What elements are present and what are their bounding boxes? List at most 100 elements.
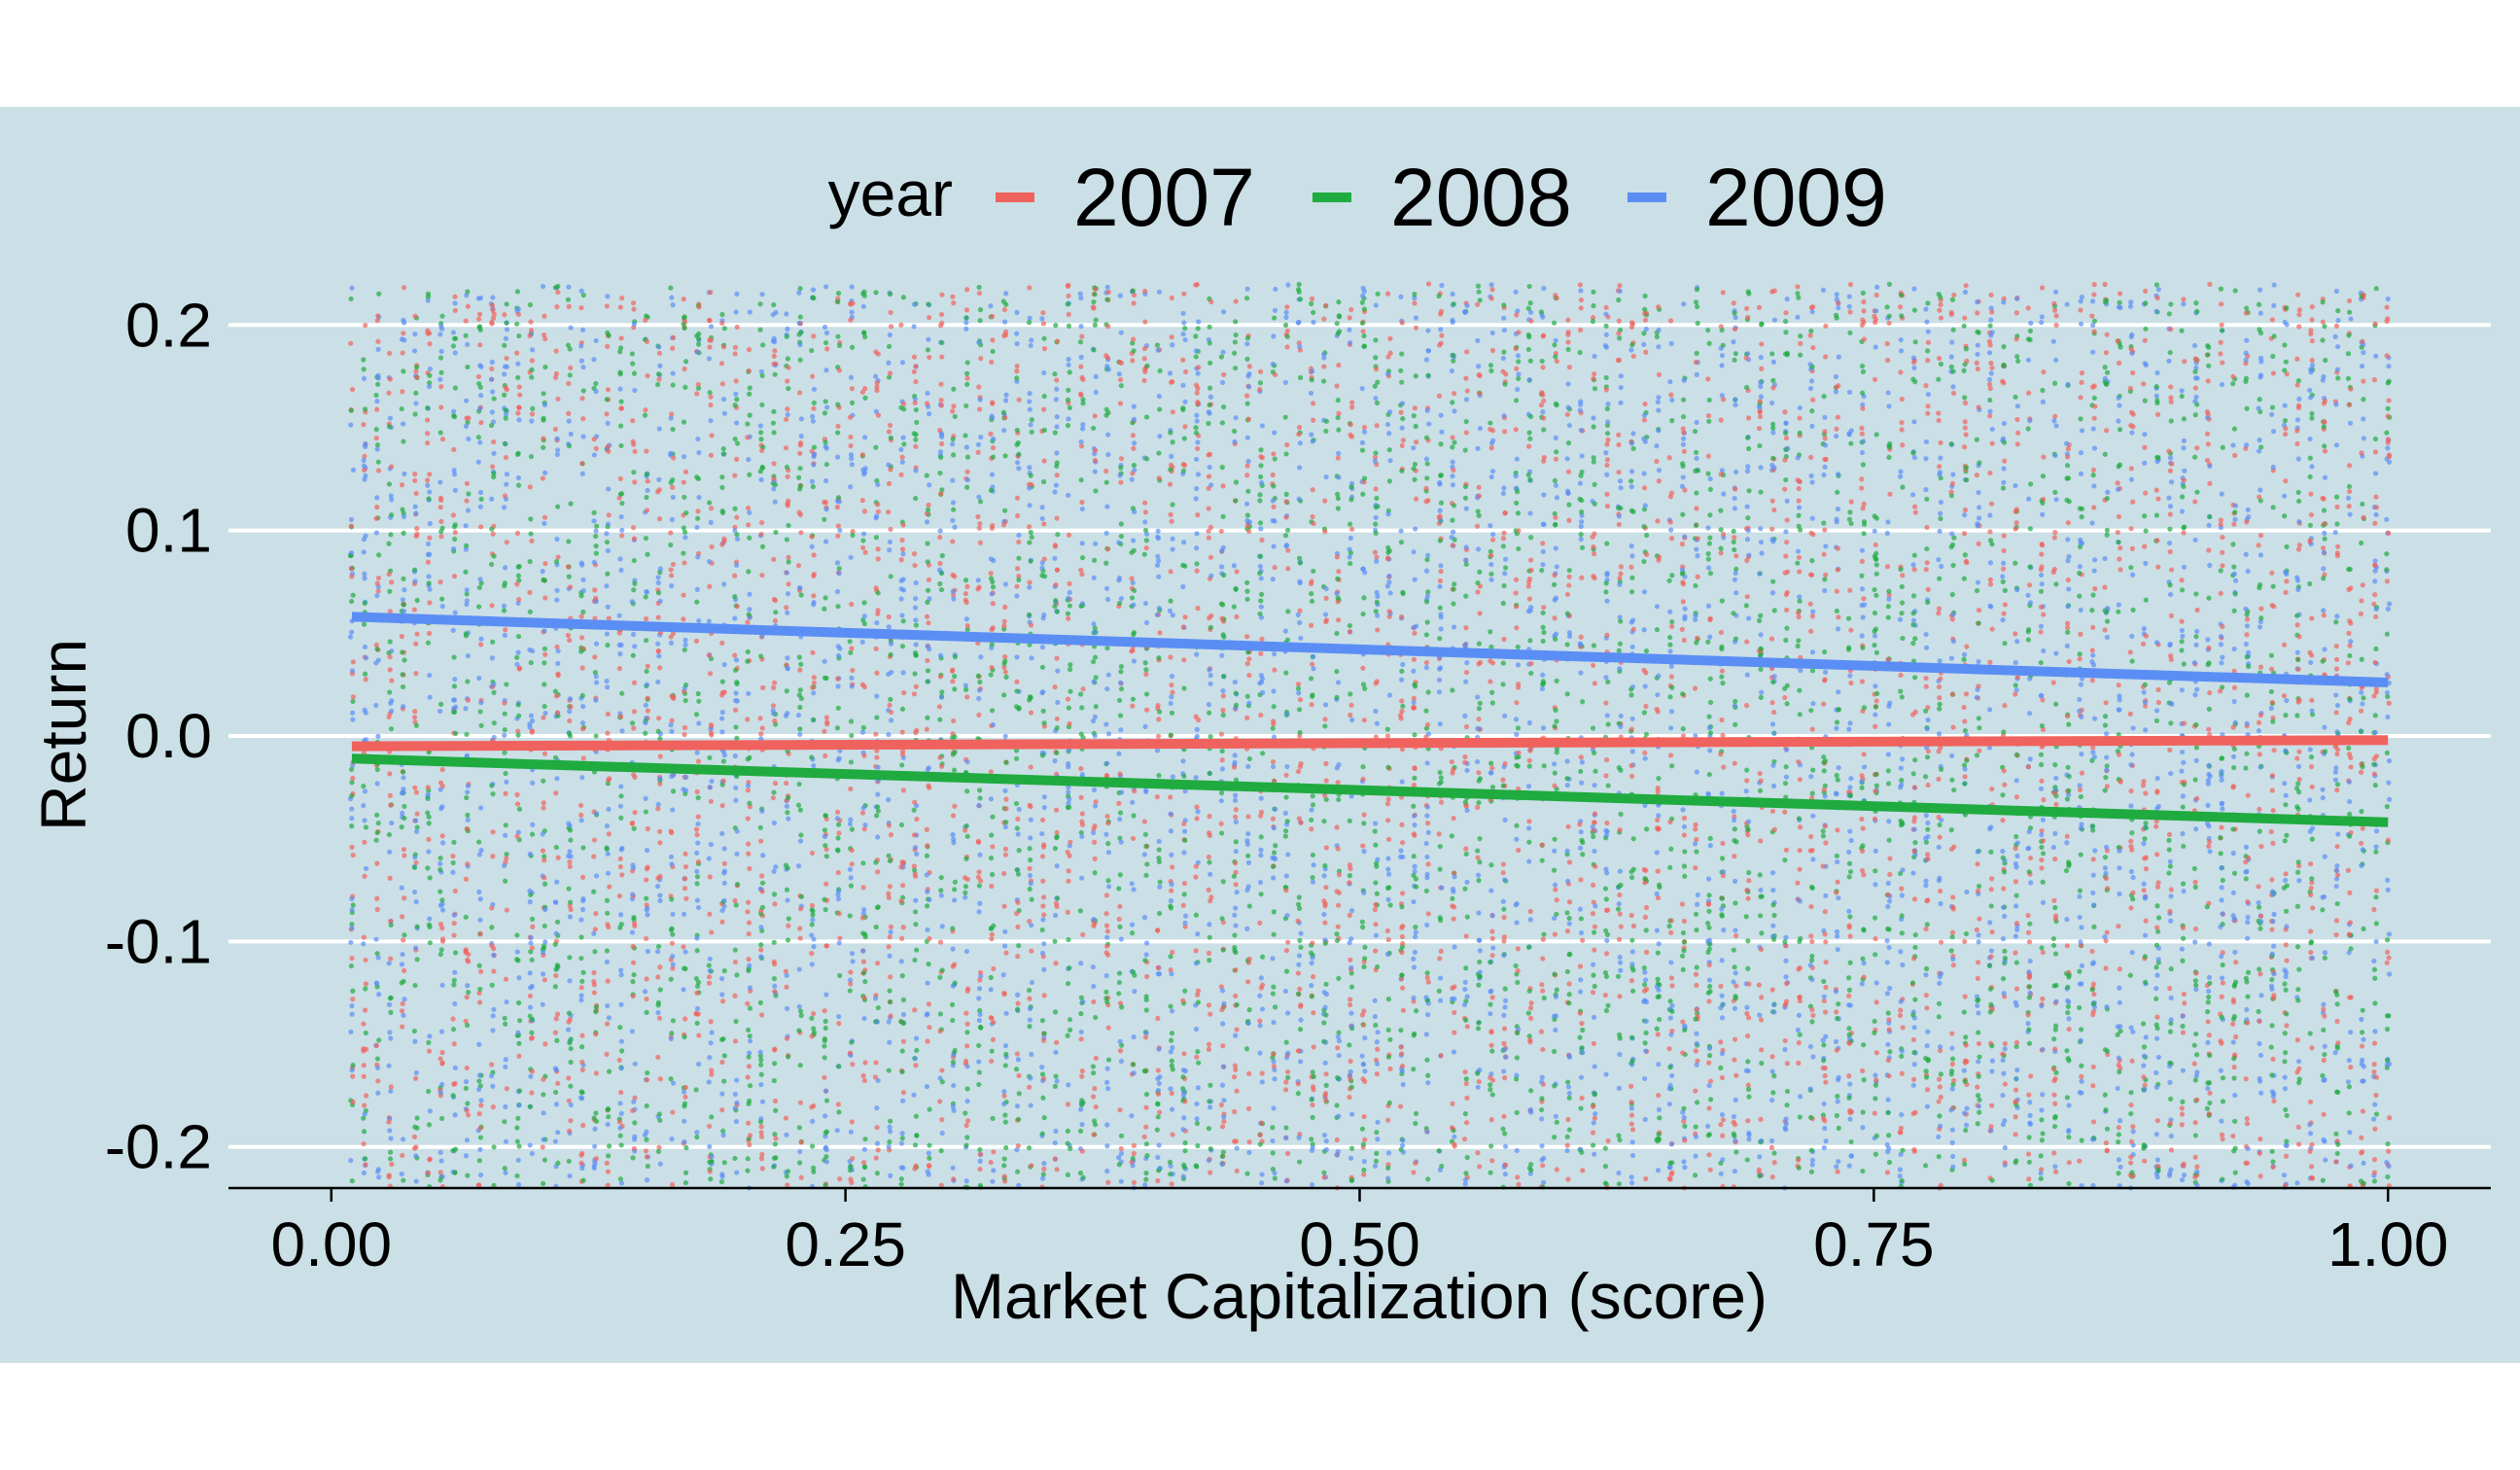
scatter-point-2008 (413, 390, 419, 396)
scatter-point-2007 (927, 314, 932, 321)
scatter-point-2008 (453, 730, 459, 736)
scatter-point-2009 (990, 1178, 996, 1184)
scatter-point-2007 (785, 1182, 790, 1188)
scatter-point-2008 (350, 1063, 356, 1068)
scatter-point-2009 (811, 599, 817, 606)
scatter-point-2007 (655, 716, 662, 721)
scatter-point-2007 (1052, 684, 1058, 690)
scatter-point-2007 (541, 1076, 546, 1082)
scatter-point-2009 (1117, 472, 1123, 478)
scatter-point-2009 (1104, 934, 1110, 940)
scatter-point-2009 (721, 870, 727, 876)
scatter-point-2009 (657, 897, 663, 903)
scatter-point-2007 (1234, 1027, 1240, 1032)
scatter-point-2009 (1014, 309, 1020, 315)
scatter-point-2007 (849, 847, 855, 854)
scatter-point-2009 (950, 1165, 956, 1171)
scatter-point-2007 (632, 774, 638, 780)
scatter-point-2009 (1116, 575, 1123, 581)
scatter-point-2007 (656, 350, 662, 356)
scatter-point-2009 (567, 914, 574, 920)
scatter-point-2008 (757, 1053, 763, 1059)
scatter-point-2009 (412, 578, 418, 584)
scatter-point-2009 (489, 389, 496, 395)
scatter-point-2008 (785, 1054, 791, 1060)
scatter-point-2007 (719, 381, 725, 387)
scatter-point-2008 (606, 1153, 612, 1159)
scatter-point-2008 (797, 314, 803, 320)
scatter-point-2009 (362, 576, 368, 581)
scatter-point-2007 (733, 378, 739, 384)
scatter-point-2007 (1041, 458, 1047, 464)
scatter-point-2008 (989, 642, 995, 648)
scatter-point-2009 (504, 998, 509, 1005)
scatter-point-2007 (900, 925, 906, 930)
scatter-point-2007 (746, 368, 752, 374)
scatter-point-2009 (911, 324, 917, 330)
scatter-point-2008 (1195, 999, 1202, 1005)
scatter-point-2007 (1208, 1011, 1213, 1017)
scatter-point-2007 (693, 826, 700, 832)
scatter-point-2008 (1143, 1092, 1150, 1098)
scatter-point-2008 (771, 301, 777, 308)
scatter-point-2009 (708, 324, 715, 330)
scatter-point-2007 (668, 530, 674, 536)
scatter-point-2009 (1244, 887, 1250, 893)
scatter-point-2007 (1182, 424, 1188, 430)
scatter-point-2009 (708, 418, 714, 424)
scatter-point-2008 (988, 974, 994, 981)
scatter-point-2009 (1219, 766, 1226, 772)
scatter-point-2009 (694, 868, 700, 874)
scatter-point-2007 (374, 895, 380, 901)
scatter-point-2007 (1054, 515, 1060, 521)
scatter-point-2008 (860, 930, 866, 936)
scatter-point-2009 (1002, 928, 1008, 934)
scatter-point-2009 (785, 326, 790, 332)
scatter-point-2007 (349, 387, 356, 393)
scatter-point-2008 (810, 908, 816, 914)
scatter-point-2008 (1219, 916, 1225, 922)
scatter-point-2007 (388, 918, 394, 925)
scatter-point-2007 (911, 354, 918, 360)
scatter-point-2009 (463, 523, 469, 529)
scatter-point-2007 (1066, 868, 1071, 874)
scatter-point-2009 (542, 939, 548, 945)
scatter-point-2008 (810, 484, 816, 490)
scatter-point-2009 (1016, 532, 1022, 539)
scatter-point-2009 (593, 697, 599, 703)
scatter-point-2009 (439, 982, 445, 988)
scatter-point-2008 (350, 988, 356, 994)
scatter-point-2008 (1143, 456, 1150, 462)
scatter-point-2007 (1208, 298, 1214, 305)
scatter-point-2008 (1129, 930, 1136, 936)
scatter-point-2007 (771, 596, 777, 603)
scatter-point-2008 (578, 1044, 585, 1050)
scatter-point-2007 (504, 355, 509, 362)
scatter-point-2009 (1244, 435, 1250, 440)
scatter-point-2008 (1219, 465, 1225, 471)
scatter-point-2007 (836, 1021, 842, 1027)
scatter-point-2008 (1105, 1057, 1112, 1063)
scatter-point-2007 (1246, 528, 1252, 535)
scatter-point-2007 (911, 368, 917, 374)
scatter-point-2007 (1220, 693, 1226, 699)
scatter-point-2007 (350, 659, 356, 665)
scatter-point-2009 (809, 932, 815, 938)
scatter-point-2008 (463, 914, 469, 920)
scatter-point-2009 (1195, 472, 1202, 477)
scatter-point-2007 (439, 437, 446, 442)
scatter-point-2007 (616, 1057, 622, 1064)
scatter-point-2008 (567, 346, 573, 352)
scatter-point-2008 (386, 424, 393, 430)
scatter-point-2009 (810, 287, 817, 293)
scatter-point-2007 (1195, 988, 1202, 994)
scatter-point-2008 (1180, 562, 1186, 569)
scatter-point-2007 (797, 667, 803, 673)
scatter-point-2008 (848, 1164, 854, 1170)
scatter-point-2008 (439, 313, 445, 319)
scatter-point-2007 (542, 1041, 548, 1047)
scatter-point-2008 (911, 807, 917, 813)
scatter-point-2009 (619, 728, 625, 734)
scatter-point-2007 (1040, 878, 1046, 884)
scatter-point-2007 (579, 874, 586, 880)
